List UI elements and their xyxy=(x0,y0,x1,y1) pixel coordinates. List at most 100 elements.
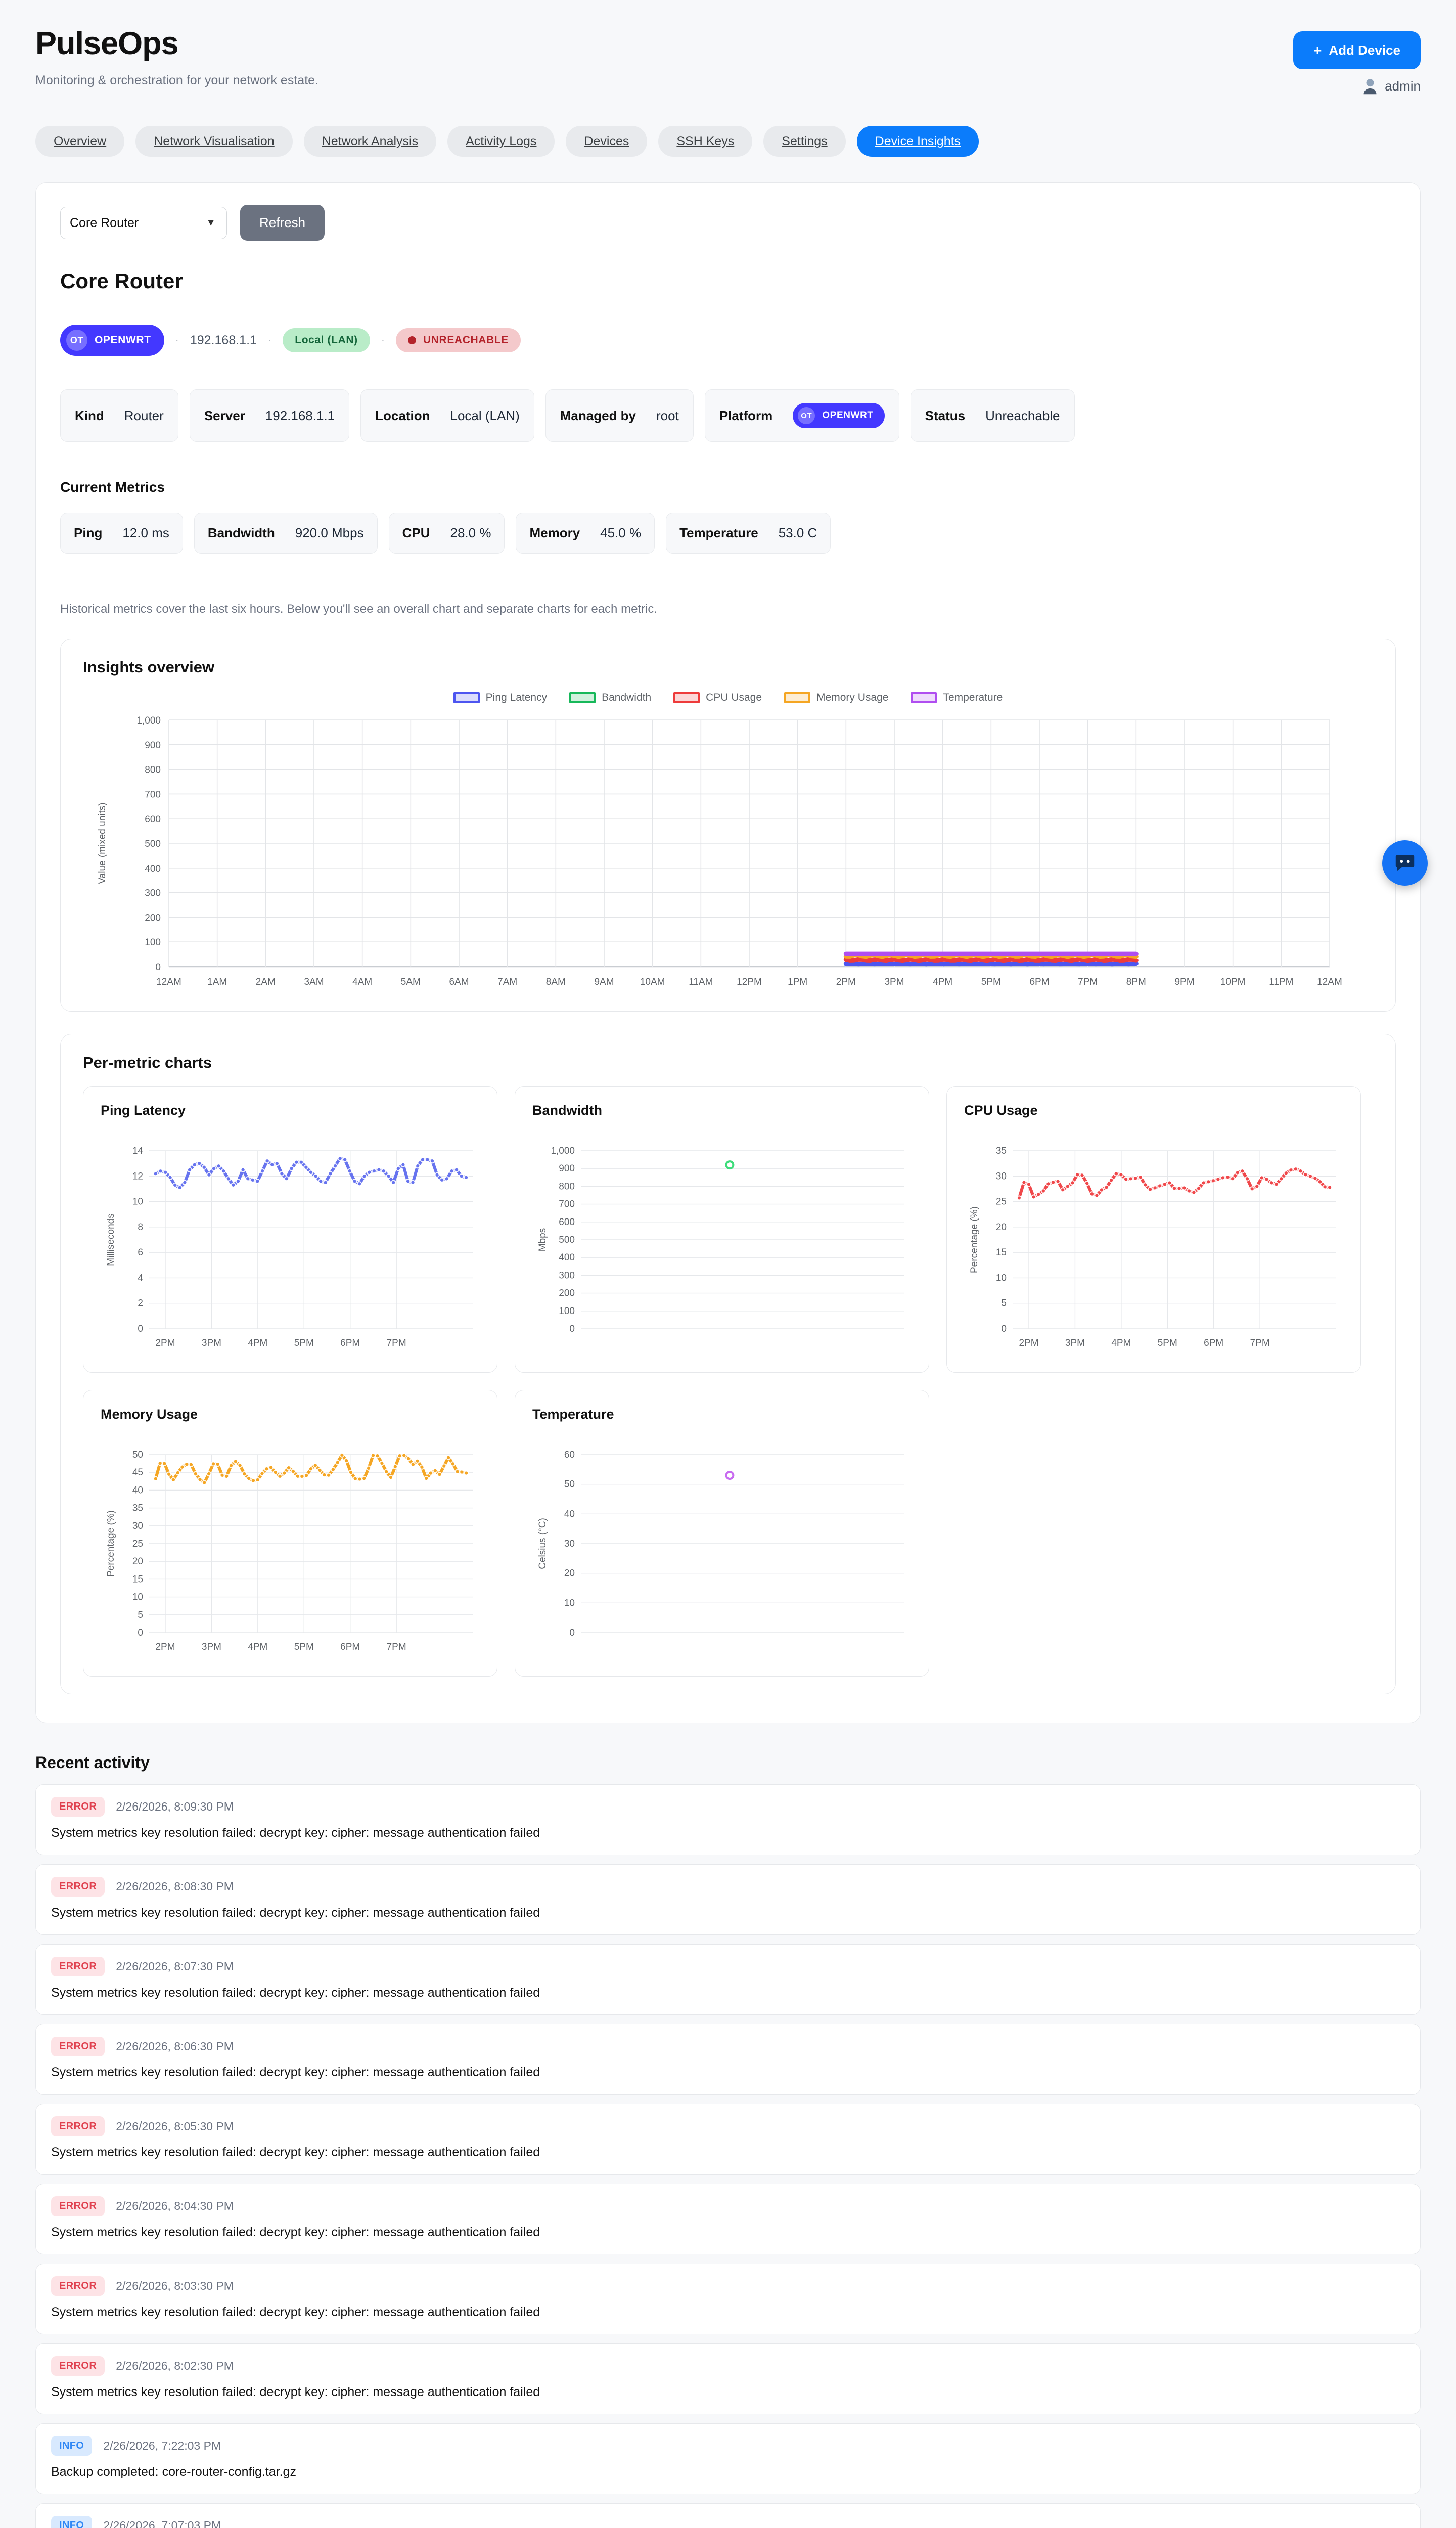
log-timestamp: 2/26/2026, 7:22:03 PM xyxy=(103,2439,221,2452)
activity-log-item[interactable]: ERROR 2/26/2026, 8:07:30 PM System metrics… xyxy=(35,1944,1421,2015)
add-device-button[interactable]: + Add Device xyxy=(1293,31,1421,69)
svg-text:2PM: 2PM xyxy=(836,977,856,987)
svg-text:2PM: 2PM xyxy=(155,1642,175,1652)
svg-text:50: 50 xyxy=(132,1450,143,1460)
chart-svg-bandwidth[interactable]: 0 100 200 300 400 500 600 700 800 900 1,000 Mbps xyxy=(532,1136,913,1358)
device-info-tiles: Kind Router Server 192.168.1.1 Location Local… xyxy=(60,389,1396,442)
activity-log-item[interactable]: ERROR 2/26/2026, 8:09:30 PM System metrics… xyxy=(35,1784,1421,1855)
svg-text:3PM: 3PM xyxy=(1065,1338,1085,1348)
plus-icon: + xyxy=(1313,42,1322,58)
svg-text:10: 10 xyxy=(132,1592,143,1603)
log-level-badge: ERROR xyxy=(51,1957,105,1976)
svg-text:Milliseconds: Milliseconds xyxy=(106,1213,116,1266)
svg-text:6PM: 6PM xyxy=(340,1338,360,1348)
metric-tile-memory: Memory 45.0 % xyxy=(516,513,655,554)
tab-ssh-keys[interactable]: SSH Keys xyxy=(658,126,753,157)
tab-settings[interactable]: Settings xyxy=(763,126,846,157)
legend-item-bandwidth[interactable]: Bandwidth xyxy=(569,692,651,704)
svg-text:4PM: 4PM xyxy=(1111,1338,1131,1348)
legend-label: Temperature xyxy=(943,692,1003,703)
activity-log-item[interactable]: ERROR 2/26/2026, 8:02:30 PM System metrics… xyxy=(35,2343,1421,2414)
chart-card-cpu-usage: CPU Usage 0 5 10 15 20 25 30 35 2PM 3PM 4PM 5PM 6PM 7P… xyxy=(946,1086,1361,1373)
legend-item-temperature[interactable]: Temperature xyxy=(911,692,1003,704)
svg-text:4PM: 4PM xyxy=(933,977,952,987)
svg-text:800: 800 xyxy=(559,1181,575,1192)
log-message: System metrics key resolution failed: de… xyxy=(51,2065,540,2080)
log-message: System metrics key resolution failed: de… xyxy=(51,2305,540,2319)
info-tile-server: Server 192.168.1.1 xyxy=(189,389,350,442)
tab-device-insights[interactable]: Device Insights xyxy=(856,126,979,157)
activity-log-header: INFO 2/26/2026, 7:07:03 PM xyxy=(51,2516,1405,2528)
svg-text:7PM: 7PM xyxy=(1078,977,1098,987)
svg-text:15: 15 xyxy=(996,1247,1007,1258)
svg-text:700: 700 xyxy=(559,1199,575,1210)
svg-text:4PM: 4PM xyxy=(248,1338,267,1348)
log-level-badge: ERROR xyxy=(51,1797,105,1817)
chat-fab-button[interactable] xyxy=(1382,840,1428,886)
overview-chart[interactable]: 0 100 200 300 400 500 600 700 800 900 1,000 12AM 1AM… xyxy=(83,711,1373,994)
info-tile-managed-by: Managed by root xyxy=(545,389,694,442)
device-select[interactable]: Core Router xyxy=(60,206,227,239)
device-meta-row: OT OPENWRT · 192.168.1.1 · Local (LAN) ·… xyxy=(60,325,1396,356)
info-tile-value: Local (LAN) xyxy=(450,408,520,423)
log-timestamp: 2/26/2026, 8:07:30 PM xyxy=(116,1960,234,1973)
log-message: System metrics key resolution failed: de… xyxy=(51,1826,540,1840)
svg-text:14: 14 xyxy=(132,1146,144,1156)
tab-overview[interactable]: Overview xyxy=(35,126,125,157)
chart-svg-cpu-usage[interactable]: 0 5 10 15 20 25 30 35 2PM 3PM 4PM 5PM 6PM 7PM Percenta… xyxy=(964,1136,1344,1358)
legend-item-memory-usage[interactable]: Memory Usage xyxy=(784,692,888,704)
svg-text:5PM: 5PM xyxy=(1158,1338,1177,1348)
svg-text:0: 0 xyxy=(569,1628,575,1638)
tab-devices[interactable]: Devices xyxy=(566,126,648,157)
legend-item-ping-latency[interactable]: Ping Latency xyxy=(453,692,547,704)
per-metric-panel: Per-metric charts Ping Latency 0 2 4 6 8 10 12 1… xyxy=(60,1034,1396,1694)
svg-text:700: 700 xyxy=(145,789,161,800)
svg-text:900: 900 xyxy=(145,740,161,751)
metric-value: 45.0 % xyxy=(600,525,642,540)
platform-badge: OT OPENWRT xyxy=(60,325,164,356)
svg-text:35: 35 xyxy=(996,1146,1007,1156)
svg-text:4AM: 4AM xyxy=(352,977,372,987)
svg-text:Value (mixed units): Value (mixed units) xyxy=(97,802,108,884)
activity-log-item[interactable]: ERROR 2/26/2026, 8:03:30 PM System metrics… xyxy=(35,2264,1421,2334)
legend-swatch xyxy=(453,692,480,703)
svg-text:6PM: 6PM xyxy=(1029,977,1049,987)
activity-log-item[interactable]: ERROR 2/26/2026, 8:05:30 PM System metrics… xyxy=(35,2104,1421,2175)
activity-log-item[interactable]: ERROR 2/26/2026, 8:08:30 PM System metrics… xyxy=(35,1864,1421,1935)
log-level-badge: INFO xyxy=(51,2436,93,2456)
log-level-badge: ERROR xyxy=(51,2196,105,2216)
legend-item-cpu-usage[interactable]: CPU Usage xyxy=(673,692,762,704)
chart-svg-temperature[interactable]: 0 10 20 30 40 50 60 Celsius (°C) xyxy=(532,1439,913,1662)
location-badge: Local (LAN) xyxy=(283,328,370,352)
status-dot-icon xyxy=(408,336,417,344)
activity-log-item[interactable]: INFO 2/26/2026, 7:22:03 PM Backup complete… xyxy=(35,2423,1421,2494)
log-timestamp: 2/26/2026, 8:08:30 PM xyxy=(116,1880,234,1893)
activity-log-item[interactable]: ERROR 2/26/2026, 8:04:30 PM System metrics… xyxy=(35,2184,1421,2254)
svg-text:10: 10 xyxy=(132,1197,143,1207)
activity-log-item[interactable]: ERROR 2/26/2026, 8:06:30 PM System metrics… xyxy=(35,2024,1421,2095)
legend-label: Ping Latency xyxy=(485,692,548,703)
user-menu[interactable]: admin xyxy=(1362,77,1421,95)
meta-separator-2: · xyxy=(267,334,272,346)
insights-overview-panel: Insights overview Ping Latency Bandwidth C… xyxy=(60,639,1396,1012)
insights-overview-title: Insights overview xyxy=(83,658,215,676)
tab-activity-logs[interactable]: Activity Logs xyxy=(447,126,555,157)
svg-text:10PM: 10PM xyxy=(1220,977,1246,987)
device-insights-card: Core Router ▼ Refresh Core Router OT OPE… xyxy=(35,182,1421,1723)
svg-text:10: 10 xyxy=(996,1273,1007,1283)
chart-svg-ping-latency[interactable]: 0 2 4 6 8 10 12 14 2PM 3PM 4PM 5PM 6PM 7PM Millisecond… xyxy=(101,1136,481,1358)
tab-network-analysis[interactable]: Network Analysis xyxy=(303,126,437,157)
activity-log-header: ERROR 2/26/2026, 8:06:30 PM xyxy=(51,2037,1405,2056)
svg-text:Percentage (%): Percentage (%) xyxy=(969,1206,980,1273)
info-tile-label: Server xyxy=(204,408,245,423)
chart-svg-memory-usage[interactable]: 0 5 10 15 20 25 30 35 40 45 50 2PM 3PM 4PM 5PM 6PM 7PM Pe… xyxy=(101,1439,481,1662)
status-badge-label: UNREACHABLE xyxy=(423,334,509,346)
log-level-badge: ERROR xyxy=(51,2356,105,2376)
refresh-button[interactable]: Refresh xyxy=(240,205,325,241)
svg-text:7PM: 7PM xyxy=(1250,1338,1270,1348)
chart-title: Ping Latency xyxy=(101,1103,186,1118)
metric-tile-cpu: CPU 28.0 % xyxy=(388,513,505,554)
tab-network-visualisation[interactable]: Network Visualisation xyxy=(135,126,293,157)
log-message: System metrics key resolution failed: de… xyxy=(51,2225,540,2239)
